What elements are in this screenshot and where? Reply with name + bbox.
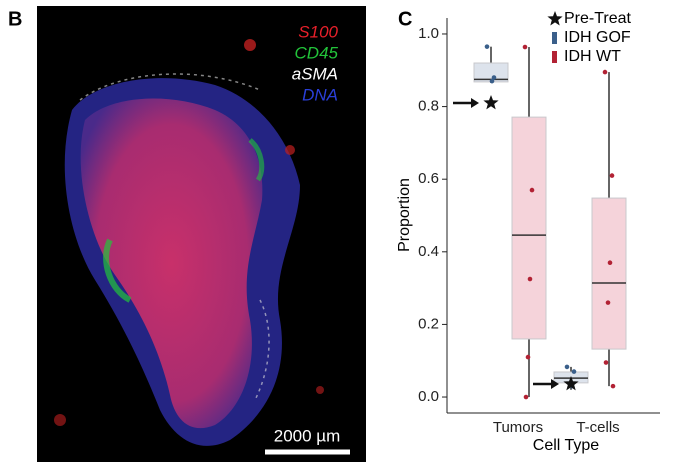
panel-label: B bbox=[8, 8, 22, 30]
y-tick-label: 1.0 bbox=[418, 25, 439, 42]
pre-treat-marker bbox=[483, 95, 499, 110]
data-point bbox=[491, 75, 497, 80]
data-point bbox=[484, 44, 490, 49]
channel-label: aSMA bbox=[292, 64, 338, 83]
data-point bbox=[602, 69, 608, 75]
data-point bbox=[525, 354, 531, 360]
data-point bbox=[607, 260, 613, 265]
microscopy-image bbox=[37, 6, 366, 462]
arrow-head bbox=[471, 97, 479, 108]
x-tick-label: T-cells bbox=[576, 419, 619, 436]
data-point bbox=[605, 300, 611, 305]
y-axis-label: Proportion bbox=[396, 178, 413, 252]
legend-symbol bbox=[547, 11, 563, 26]
data-point bbox=[609, 173, 615, 178]
y-tick-label: 0.0 bbox=[418, 388, 439, 405]
data-point bbox=[564, 364, 570, 370]
y-tick-label: 0.8 bbox=[418, 98, 439, 115]
channel-label: CD45 bbox=[295, 43, 339, 62]
data-point bbox=[523, 394, 529, 400]
box bbox=[511, 116, 547, 340]
data-point bbox=[571, 369, 577, 374]
box bbox=[591, 197, 627, 350]
legend-label: IDH WT bbox=[564, 48, 621, 65]
panel-label: C bbox=[398, 8, 412, 30]
scale-bar-label: 2000 µm bbox=[274, 426, 341, 445]
x-axis-label: Cell Type bbox=[533, 437, 600, 454]
channel-label: S100 bbox=[298, 22, 338, 41]
legend-label: IDH GOF bbox=[564, 29, 631, 46]
legend-symbol bbox=[552, 32, 557, 44]
data-point bbox=[527, 276, 533, 282]
x-tick-label: Tumors bbox=[493, 419, 543, 436]
data-point bbox=[529, 187, 535, 193]
arrow-head bbox=[551, 378, 559, 389]
channel-label: DNA bbox=[302, 85, 338, 104]
pre-treat-marker bbox=[563, 376, 579, 391]
data-point bbox=[489, 78, 495, 84]
y-tick-label: 0.4 bbox=[418, 243, 439, 260]
y-tick-label: 0.2 bbox=[418, 315, 439, 332]
y-tick-label: 0.6 bbox=[418, 170, 439, 187]
data-point bbox=[610, 383, 616, 389]
data-point bbox=[522, 44, 528, 50]
data-point bbox=[603, 360, 609, 365]
legend-symbol bbox=[552, 51, 557, 63]
legend-label: Pre-Treat bbox=[564, 10, 632, 27]
